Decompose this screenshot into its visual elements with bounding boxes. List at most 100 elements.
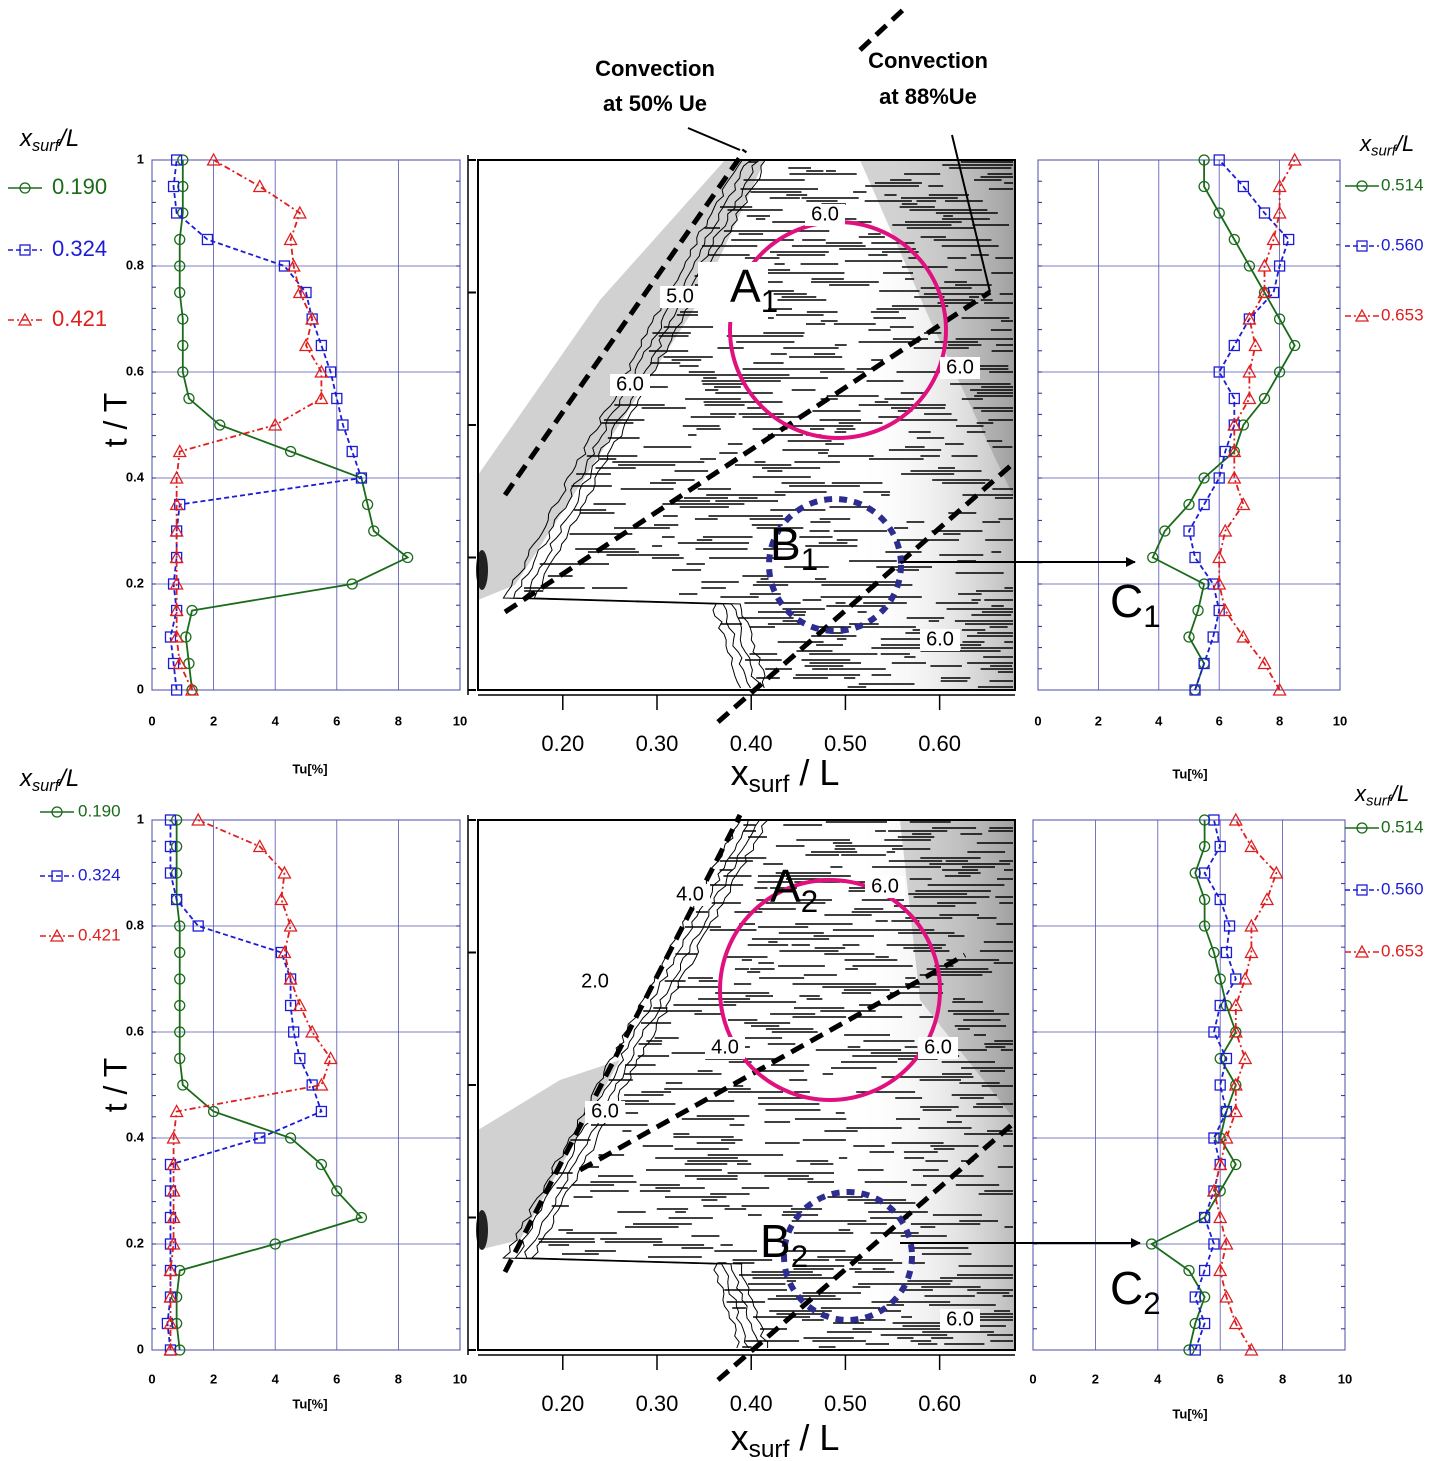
marker — [174, 286, 186, 299]
contour-label-bg — [805, 204, 845, 226]
marker — [269, 1238, 281, 1250]
marker — [274, 892, 289, 906]
marker — [183, 392, 195, 405]
marker — [1189, 1344, 1201, 1356]
label-sub: 1 — [801, 542, 818, 577]
legend-title: xsurf/L — [1359, 131, 1414, 160]
convection-line — [502, 148, 748, 497]
marker — [19, 244, 31, 256]
y-tick-label: 0.2 — [126, 575, 144, 590]
marker — [174, 1026, 186, 1038]
y-axis-label: t / T — [97, 393, 133, 448]
marker — [355, 472, 368, 484]
plot-frame — [1037, 159, 1341, 691]
marker — [1189, 551, 1201, 564]
convection-line — [503, 289, 992, 615]
contour-label-bg — [575, 971, 615, 993]
label-sub: surf — [1371, 143, 1398, 160]
x-axis-label: Tu[%] — [1172, 766, 1207, 781]
marker — [368, 525, 380, 537]
x-tick-label: 10 — [1333, 713, 1347, 728]
marker — [1243, 260, 1256, 272]
x-tick-label: 2 — [210, 713, 217, 728]
marker — [1258, 392, 1271, 405]
contour-label: 6.0 — [811, 203, 839, 225]
marker — [252, 839, 267, 853]
region-label: B1 — [770, 518, 818, 577]
profile-line — [1213, 819, 1278, 1351]
label-base: x — [731, 1417, 749, 1458]
marker — [174, 973, 186, 985]
marker — [1183, 1344, 1195, 1356]
highlight-circle — [766, 496, 904, 634]
x-tick-label: 4 — [1154, 1371, 1162, 1386]
marker — [166, 1236, 181, 1250]
marker — [1356, 822, 1368, 834]
marker — [346, 578, 358, 590]
marker — [1259, 892, 1275, 906]
marker — [1189, 684, 1201, 696]
y-tick-label: 0.6 — [126, 1023, 144, 1038]
marker — [1198, 154, 1210, 166]
label-base: C — [1110, 1262, 1143, 1314]
marker — [1228, 1024, 1243, 1038]
label-sub: surf — [32, 778, 61, 796]
marker — [170, 840, 183, 853]
marker — [1159, 525, 1171, 537]
marker — [1237, 419, 1250, 431]
marker — [284, 999, 297, 1012]
marker — [1198, 498, 1210, 511]
marker — [1214, 1052, 1226, 1065]
profile-line — [1188, 159, 1290, 691]
contour-label-bg — [610, 374, 650, 396]
marker — [1198, 867, 1211, 879]
marker — [1218, 603, 1233, 617]
contour-panel — [476, 819, 1015, 1350]
x-tick-label: 6 — [1217, 1371, 1224, 1386]
marker — [1208, 1238, 1220, 1250]
contour-label-bg — [585, 1101, 625, 1123]
marker — [174, 1344, 186, 1356]
x-tick-label: 0.60 — [918, 1391, 961, 1416]
contour-label: 6.0 — [946, 1308, 974, 1330]
y-tick-label: 0.2 — [126, 1235, 144, 1250]
label-base: A — [730, 260, 761, 312]
marker — [169, 1104, 184, 1118]
marker — [1356, 180, 1368, 192]
marker — [278, 260, 291, 272]
label-sub: 2 — [1143, 1286, 1160, 1321]
marker — [294, 1052, 306, 1065]
label-rest: /L — [1394, 131, 1414, 156]
marker — [1208, 1026, 1220, 1038]
annotation: Convection — [868, 48, 988, 73]
x-tick-label: 4 — [272, 1371, 280, 1386]
marker — [1220, 946, 1233, 959]
profile-line — [175, 159, 323, 691]
label-sub: surf — [749, 771, 790, 798]
region-label-bg — [698, 262, 768, 322]
marker — [180, 631, 192, 643]
marker — [286, 258, 301, 272]
marker — [1238, 971, 1253, 985]
contour-label-bg — [918, 1037, 958, 1059]
region-label: C2 — [1110, 1262, 1161, 1321]
marker — [1208, 946, 1220, 959]
label-sub: 1 — [761, 284, 778, 319]
contour-label-bg — [940, 1309, 980, 1331]
marker — [169, 603, 184, 617]
marker — [1228, 392, 1240, 405]
profile-line — [178, 160, 410, 691]
region-label: A1 — [730, 260, 778, 319]
legend-title: xsurf/L — [19, 125, 79, 155]
x-tick-label: 0.20 — [541, 1391, 584, 1416]
marker — [1242, 311, 1257, 325]
marker — [1272, 205, 1287, 219]
marker — [1244, 1342, 1259, 1356]
marker — [1219, 445, 1231, 458]
marker — [170, 684, 183, 696]
marker — [207, 1105, 220, 1118]
profile-line — [169, 159, 363, 691]
marker — [315, 1105, 328, 1118]
marker — [214, 419, 226, 431]
marker — [1198, 472, 1210, 484]
